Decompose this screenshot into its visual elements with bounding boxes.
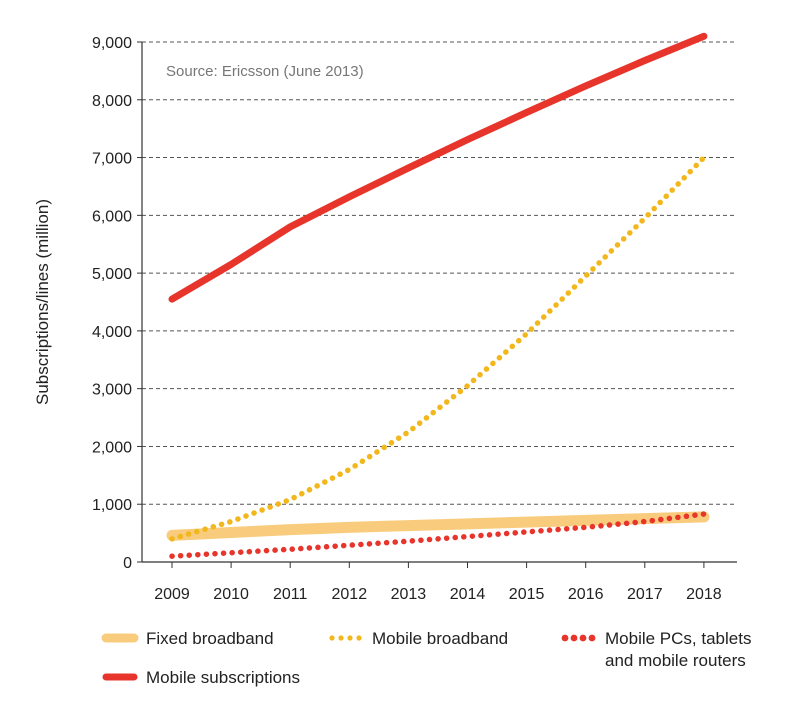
legend-swatch	[561, 634, 596, 642]
y-tick-label: 9,000	[92, 35, 132, 52]
x-tick-labels: 2009 2010 2011 2012 2013 2014 2015 2016 2017 2018	[154, 562, 722, 603]
legend-label: Mobile subscriptions	[146, 668, 300, 687]
legend-label: Fixed broadband	[146, 629, 274, 648]
x-tick-label: 2013	[391, 586, 427, 603]
y-tick-label: 7,000	[92, 151, 132, 168]
legend-item-mobile-broadband: Mobile broadband	[329, 629, 508, 648]
series-mobile-subscriptions	[168, 32, 708, 303]
line-mobile-subscriptions	[168, 32, 708, 303]
y-tick-label: 0	[123, 555, 132, 572]
series-layer	[166, 32, 710, 559]
legend-item-mobile-subscriptions: Mobile subscriptions	[102, 668, 300, 687]
band-fixed-broadband	[166, 511, 710, 541]
x-tick-label: 2017	[627, 586, 663, 603]
legend-label-line: Mobile broadband	[372, 629, 508, 648]
legend-label: Mobile PCs, tablets and mobile routers	[605, 629, 751, 670]
gridlines	[137, 41, 737, 563]
legend-swatch	[329, 635, 362, 641]
series-fixed-broadband	[166, 511, 710, 541]
legend-swatch-dot	[579, 634, 587, 642]
legend-swatch-dot	[347, 635, 353, 641]
legend-label: Mobile broadband	[372, 629, 508, 648]
legend-item-fixed-broadband: Fixed broadband	[101, 629, 274, 648]
x-tick-label: 2011	[273, 586, 308, 603]
legend-label-line: Mobile PCs, tablets	[605, 629, 751, 648]
series-mobile-pcs-tablets-and-mobile-routers	[169, 511, 707, 559]
x-tick-label: 2012	[332, 586, 368, 603]
dots-mobile-pcs-tablets-and-mobile-routers	[169, 511, 707, 559]
legend-item-mobile-pcs-tablets-and-mobile-routers: Mobile PCs, tablets and mobile routers	[561, 629, 751, 670]
y-tick-label: 2,000	[92, 439, 132, 456]
legend-label-line: and mobile routers	[605, 651, 746, 670]
y-tick-label: 8,000	[92, 93, 132, 110]
y-axis-title: Subscriptions/lines (million)	[33, 199, 52, 405]
x-tick-label: 2016	[568, 586, 604, 603]
legend-swatch-dot	[338, 635, 344, 641]
y-tick-label: 4,000	[92, 324, 132, 341]
x-tick-label: 2018	[686, 586, 722, 603]
y-tick-label: 3,000	[92, 382, 132, 399]
legend-swatch-dot	[329, 635, 335, 641]
legend-swatch-dot	[588, 634, 596, 642]
y-tick-label: 6,000	[92, 208, 132, 225]
x-tick-label: 2010	[213, 586, 249, 603]
x-tick-label: 2009	[154, 586, 190, 603]
y-tick-label: 1,000	[92, 497, 132, 514]
legend-swatch-dot	[570, 634, 578, 642]
legend-swatch-dot	[356, 635, 362, 641]
axes	[141, 42, 737, 563]
legend: Mobile subscriptions Mobile broadband Fixe…	[101, 629, 751, 687]
y-tick-labels: 0 1,000 2,000 3,000 4,000 5,000 6,000 7,000 8,00…	[92, 35, 132, 572]
x-tick-label: 2014	[450, 586, 486, 603]
source-note: Source: Ericsson (June 2013)	[166, 63, 364, 80]
x-tick-label: 2015	[509, 586, 545, 603]
dots-mobile-broadband	[169, 154, 707, 542]
legend-swatch-dot	[561, 634, 569, 642]
legend-label-line: Fixed broadband	[146, 629, 274, 648]
y-tick-label: 5,000	[92, 266, 132, 283]
legend-label-line: Mobile subscriptions	[146, 668, 300, 687]
series-mobile-broadband	[169, 154, 707, 542]
